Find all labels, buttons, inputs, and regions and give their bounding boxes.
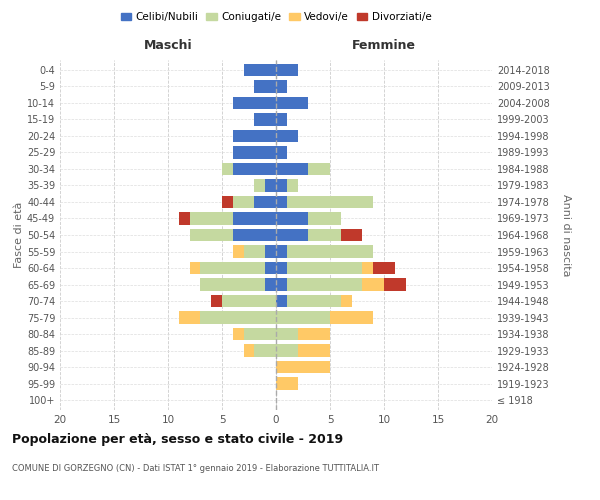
Y-axis label: Fasce di età: Fasce di età (14, 202, 24, 268)
Bar (233, 196, 254, 208)
Bar (233, 328, 244, 340)
Bar (276, 328, 298, 340)
Bar (244, 64, 276, 76)
Bar (233, 246, 244, 258)
Bar (233, 212, 276, 224)
Bar (276, 130, 298, 142)
Bar (254, 113, 276, 126)
Bar (373, 262, 395, 274)
Bar (244, 328, 276, 340)
Text: COMUNE DI GORZEGNO (CN) - Dati ISTAT 1° gennaio 2019 - Elaborazione TUTTITALIA.I: COMUNE DI GORZEGNO (CN) - Dati ISTAT 1° … (12, 464, 379, 473)
Bar (276, 229, 308, 241)
Bar (265, 278, 276, 290)
Text: Maschi: Maschi (143, 38, 193, 52)
Bar (276, 344, 298, 357)
Bar (276, 80, 287, 92)
Bar (244, 246, 265, 258)
Bar (190, 229, 233, 241)
Bar (276, 246, 287, 258)
Bar (254, 344, 276, 357)
Bar (222, 295, 276, 307)
Bar (341, 229, 362, 241)
Bar (287, 262, 362, 274)
Bar (287, 180, 298, 192)
Bar (330, 312, 373, 324)
Bar (384, 278, 406, 290)
Bar (276, 312, 330, 324)
Bar (276, 113, 287, 126)
Bar (200, 278, 265, 290)
Bar (254, 196, 276, 208)
Legend: Celibi/Nubili, Coniugati/e, Vedovi/e, Divorziati/e: Celibi/Nubili, Coniugati/e, Vedovi/e, Di… (116, 8, 436, 26)
Bar (362, 262, 373, 274)
Bar (200, 312, 276, 324)
Bar (211, 295, 222, 307)
Bar (276, 180, 287, 192)
Bar (265, 262, 276, 274)
Bar (276, 278, 287, 290)
Bar (308, 229, 341, 241)
Bar (222, 196, 233, 208)
Bar (298, 328, 330, 340)
Bar (200, 262, 265, 274)
Bar (190, 212, 233, 224)
Bar (276, 295, 287, 307)
Bar (254, 180, 265, 192)
Bar (287, 295, 341, 307)
Bar (276, 64, 298, 76)
Bar (287, 196, 373, 208)
Bar (179, 212, 190, 224)
Bar (287, 246, 373, 258)
Bar (276, 361, 330, 374)
Bar (244, 344, 254, 357)
Bar (179, 312, 200, 324)
Bar (287, 278, 362, 290)
Bar (233, 163, 276, 175)
Bar (254, 80, 276, 92)
Bar (276, 196, 287, 208)
Bar (362, 278, 384, 290)
Bar (298, 344, 330, 357)
Bar (222, 163, 233, 175)
Bar (233, 229, 276, 241)
Bar (233, 130, 276, 142)
Bar (233, 96, 276, 109)
Bar (276, 378, 298, 390)
Text: Femmine: Femmine (352, 38, 416, 52)
Bar (341, 295, 352, 307)
Bar (276, 212, 308, 224)
Bar (308, 212, 341, 224)
Bar (265, 180, 276, 192)
Bar (233, 146, 276, 158)
Bar (190, 262, 200, 274)
Bar (308, 163, 330, 175)
Text: Popolazione per età, sesso e stato civile - 2019: Popolazione per età, sesso e stato civil… (12, 432, 343, 446)
Y-axis label: Anni di nascita: Anni di nascita (561, 194, 571, 276)
Bar (276, 262, 287, 274)
Bar (265, 246, 276, 258)
Bar (276, 163, 308, 175)
Bar (276, 96, 308, 109)
Bar (276, 146, 287, 158)
